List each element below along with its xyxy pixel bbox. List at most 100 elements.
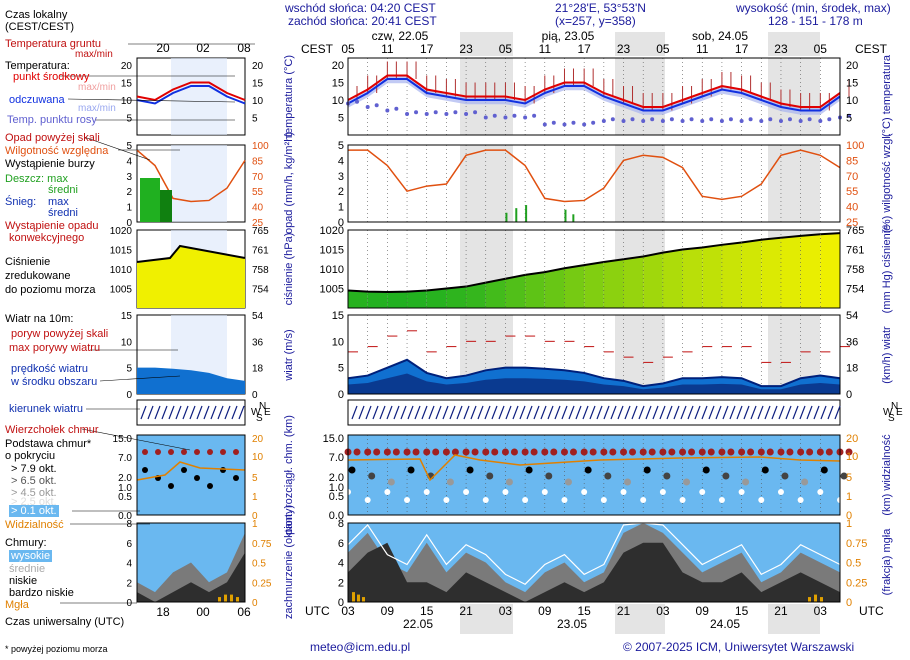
dew-point bbox=[444, 112, 449, 116]
press-night-band bbox=[615, 230, 665, 308]
wind-ytick-right: 36 bbox=[846, 336, 858, 348]
temp-night-band bbox=[768, 58, 820, 135]
rain-bar bbox=[525, 205, 528, 222]
wind-arrow-mini bbox=[224, 405, 231, 420]
bottom-night-band bbox=[615, 604, 665, 634]
pressure-area bbox=[426, 288, 447, 308]
compass-letter: N bbox=[891, 401, 898, 412]
wind-arrow-mini bbox=[203, 405, 210, 420]
dew-point bbox=[807, 117, 812, 122]
cloud-top-dot bbox=[797, 448, 805, 456]
cloud-base-dot bbox=[801, 478, 809, 486]
dew-point bbox=[473, 110, 478, 115]
press-mini-ytick-left: 1005 bbox=[110, 285, 133, 296]
vis-mini-ytick-right: 20 bbox=[252, 434, 264, 445]
fog-bar bbox=[362, 597, 365, 602]
utc-tick: 15 bbox=[577, 604, 591, 618]
cloud-top-dot bbox=[747, 448, 755, 456]
cloud-top-dot bbox=[648, 448, 656, 456]
cloud-base-dot bbox=[643, 466, 651, 474]
cov-mini-ytick-left: 4 bbox=[126, 559, 132, 570]
cest-label-right: CEST bbox=[855, 42, 888, 56]
wind-mini-frame bbox=[136, 314, 246, 395]
press-night-band bbox=[460, 230, 513, 308]
wind-arrow bbox=[743, 405, 750, 420]
legend-ground-temp: Temperatura gruntu bbox=[5, 38, 101, 50]
low-cloud-area bbox=[348, 523, 840, 602]
press-ytick-right: 754 bbox=[846, 284, 864, 296]
dew-point bbox=[621, 119, 626, 123]
compass-letter: S bbox=[888, 413, 895, 424]
temp-ytick-right: 10 bbox=[846, 95, 858, 107]
cloud-top-dot bbox=[412, 448, 420, 456]
legend-wind-dir: kierunek wiatru bbox=[9, 403, 83, 415]
legend-pressure2: zredukowane bbox=[5, 270, 71, 282]
wind-arrow bbox=[673, 405, 680, 420]
precip-ytick-left: 2 bbox=[338, 186, 344, 198]
pressure-area bbox=[466, 282, 486, 308]
wind-arrow-mini bbox=[147, 405, 154, 420]
press-axis-right: (mm Hg) ciśnienie bbox=[881, 225, 893, 314]
cloud-base-dot bbox=[505, 478, 513, 486]
cloud-base-dot-thin bbox=[777, 489, 784, 495]
cloud-base-dot bbox=[702, 466, 710, 474]
legend-okt3: > 4.5 okt. bbox=[11, 487, 57, 499]
press-mini-ytick-left: 1020 bbox=[110, 226, 133, 237]
cloud-top-dot bbox=[836, 448, 844, 456]
cloud-base-dot-thin bbox=[384, 489, 391, 495]
wind-arrow bbox=[764, 405, 771, 420]
contact-email-link[interactable]: meteo@icm.edu.pl bbox=[310, 640, 411, 654]
legend-utc: Czas uniwersalny (UTC) bbox=[5, 616, 125, 628]
temp-frame bbox=[347, 57, 841, 136]
bottom-night-band bbox=[460, 604, 513, 634]
wind-ytick-left: 15 bbox=[332, 310, 344, 322]
cloud-base-dot-thin bbox=[600, 497, 607, 503]
cloud-base-dot bbox=[545, 472, 553, 480]
legend-local-time-sub: (CEST/CEST) bbox=[5, 21, 75, 33]
pressure-area bbox=[505, 274, 526, 308]
wind-mini-ytick-right: 54 bbox=[252, 311, 264, 322]
fog-ytick-right: 1 bbox=[846, 518, 852, 530]
vis-ytick-right: 20 bbox=[846, 433, 858, 445]
wind-arrow-mini bbox=[231, 405, 238, 420]
cest-label-left: CEST bbox=[301, 42, 334, 56]
cest-tick: 11 bbox=[539, 42, 552, 56]
cloud-top-dot bbox=[569, 448, 577, 456]
cloud-ytick-left: 0.5 bbox=[329, 491, 344, 503]
day-label-bottom: 24.05 bbox=[710, 617, 740, 631]
cloud-top-dot bbox=[383, 448, 391, 456]
vis-ytick-right: 1 bbox=[846, 491, 852, 503]
dew-point bbox=[759, 119, 764, 123]
cloud-top-dot bbox=[727, 448, 735, 456]
cloud-base-dot bbox=[624, 478, 632, 486]
wind-arrow bbox=[624, 405, 631, 420]
wind-arrow bbox=[778, 405, 785, 420]
cest-tick: 05 bbox=[341, 42, 355, 56]
wind-arrow bbox=[519, 405, 526, 420]
wind-arrow bbox=[449, 405, 456, 420]
wind-night-band bbox=[615, 315, 665, 394]
legend-humidity: Wilgotność względna bbox=[5, 145, 109, 157]
cloud-mini-ytick-left: 1.0 bbox=[118, 483, 132, 494]
cloud-base-dot-thin bbox=[364, 497, 371, 503]
precip-frame bbox=[347, 144, 841, 223]
cloud-top-dot bbox=[451, 448, 459, 456]
mini-cest-tick: 20 bbox=[156, 41, 170, 55]
mid-cloud-area bbox=[348, 542, 840, 602]
cloud-base-dot-thin bbox=[640, 497, 647, 503]
day-label-top: pią, 23.05 bbox=[542, 29, 595, 43]
wind-arrow bbox=[610, 405, 617, 420]
temp-mini-ytick-left: 20 bbox=[121, 61, 133, 72]
humidity-mini-ytick-right: 100 bbox=[252, 141, 269, 152]
wind-arrow bbox=[582, 405, 589, 420]
cest-tick: 17 bbox=[735, 42, 749, 56]
cloud-top-dot bbox=[423, 448, 431, 456]
wind-night-band bbox=[768, 315, 820, 394]
precip-mini-ytick-left: 2 bbox=[126, 187, 132, 198]
cest-tick: 17 bbox=[577, 42, 591, 56]
wind-arrow bbox=[827, 405, 834, 420]
cest-tick: 05 bbox=[656, 42, 670, 56]
temp-mini-ytick-right: 15 bbox=[252, 79, 264, 90]
cloud-base-dot-thin bbox=[797, 497, 804, 503]
wind-arrow-mini bbox=[217, 405, 224, 420]
